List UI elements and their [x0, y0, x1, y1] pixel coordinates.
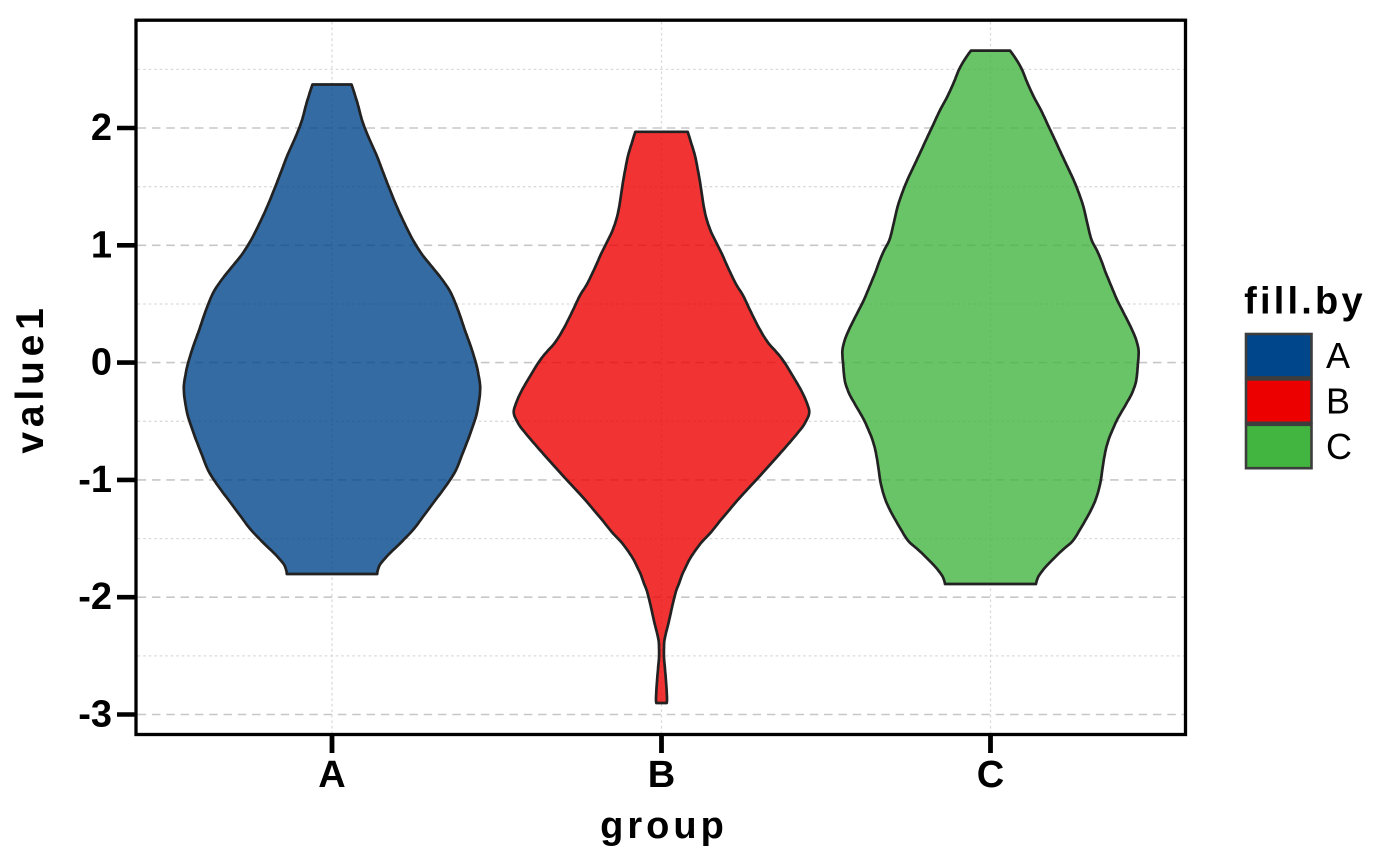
svg-text:0: 0 — [91, 342, 112, 384]
svg-text:-2: -2 — [78, 576, 112, 618]
svg-text:A: A — [1326, 335, 1350, 376]
svg-text:1: 1 — [91, 224, 112, 266]
svg-text:A: A — [318, 754, 345, 796]
svg-text:-3: -3 — [78, 694, 112, 736]
svg-text:2: 2 — [91, 107, 112, 149]
svg-text:group: group — [600, 805, 728, 847]
svg-text:C: C — [977, 754, 1004, 796]
svg-text:value1: value1 — [9, 303, 52, 453]
svg-text:B: B — [1326, 381, 1350, 422]
svg-text:fill.by: fill.by — [1244, 281, 1366, 323]
svg-text:C: C — [1326, 426, 1352, 467]
svg-text:B: B — [648, 754, 675, 796]
svg-text:-1: -1 — [78, 459, 112, 501]
